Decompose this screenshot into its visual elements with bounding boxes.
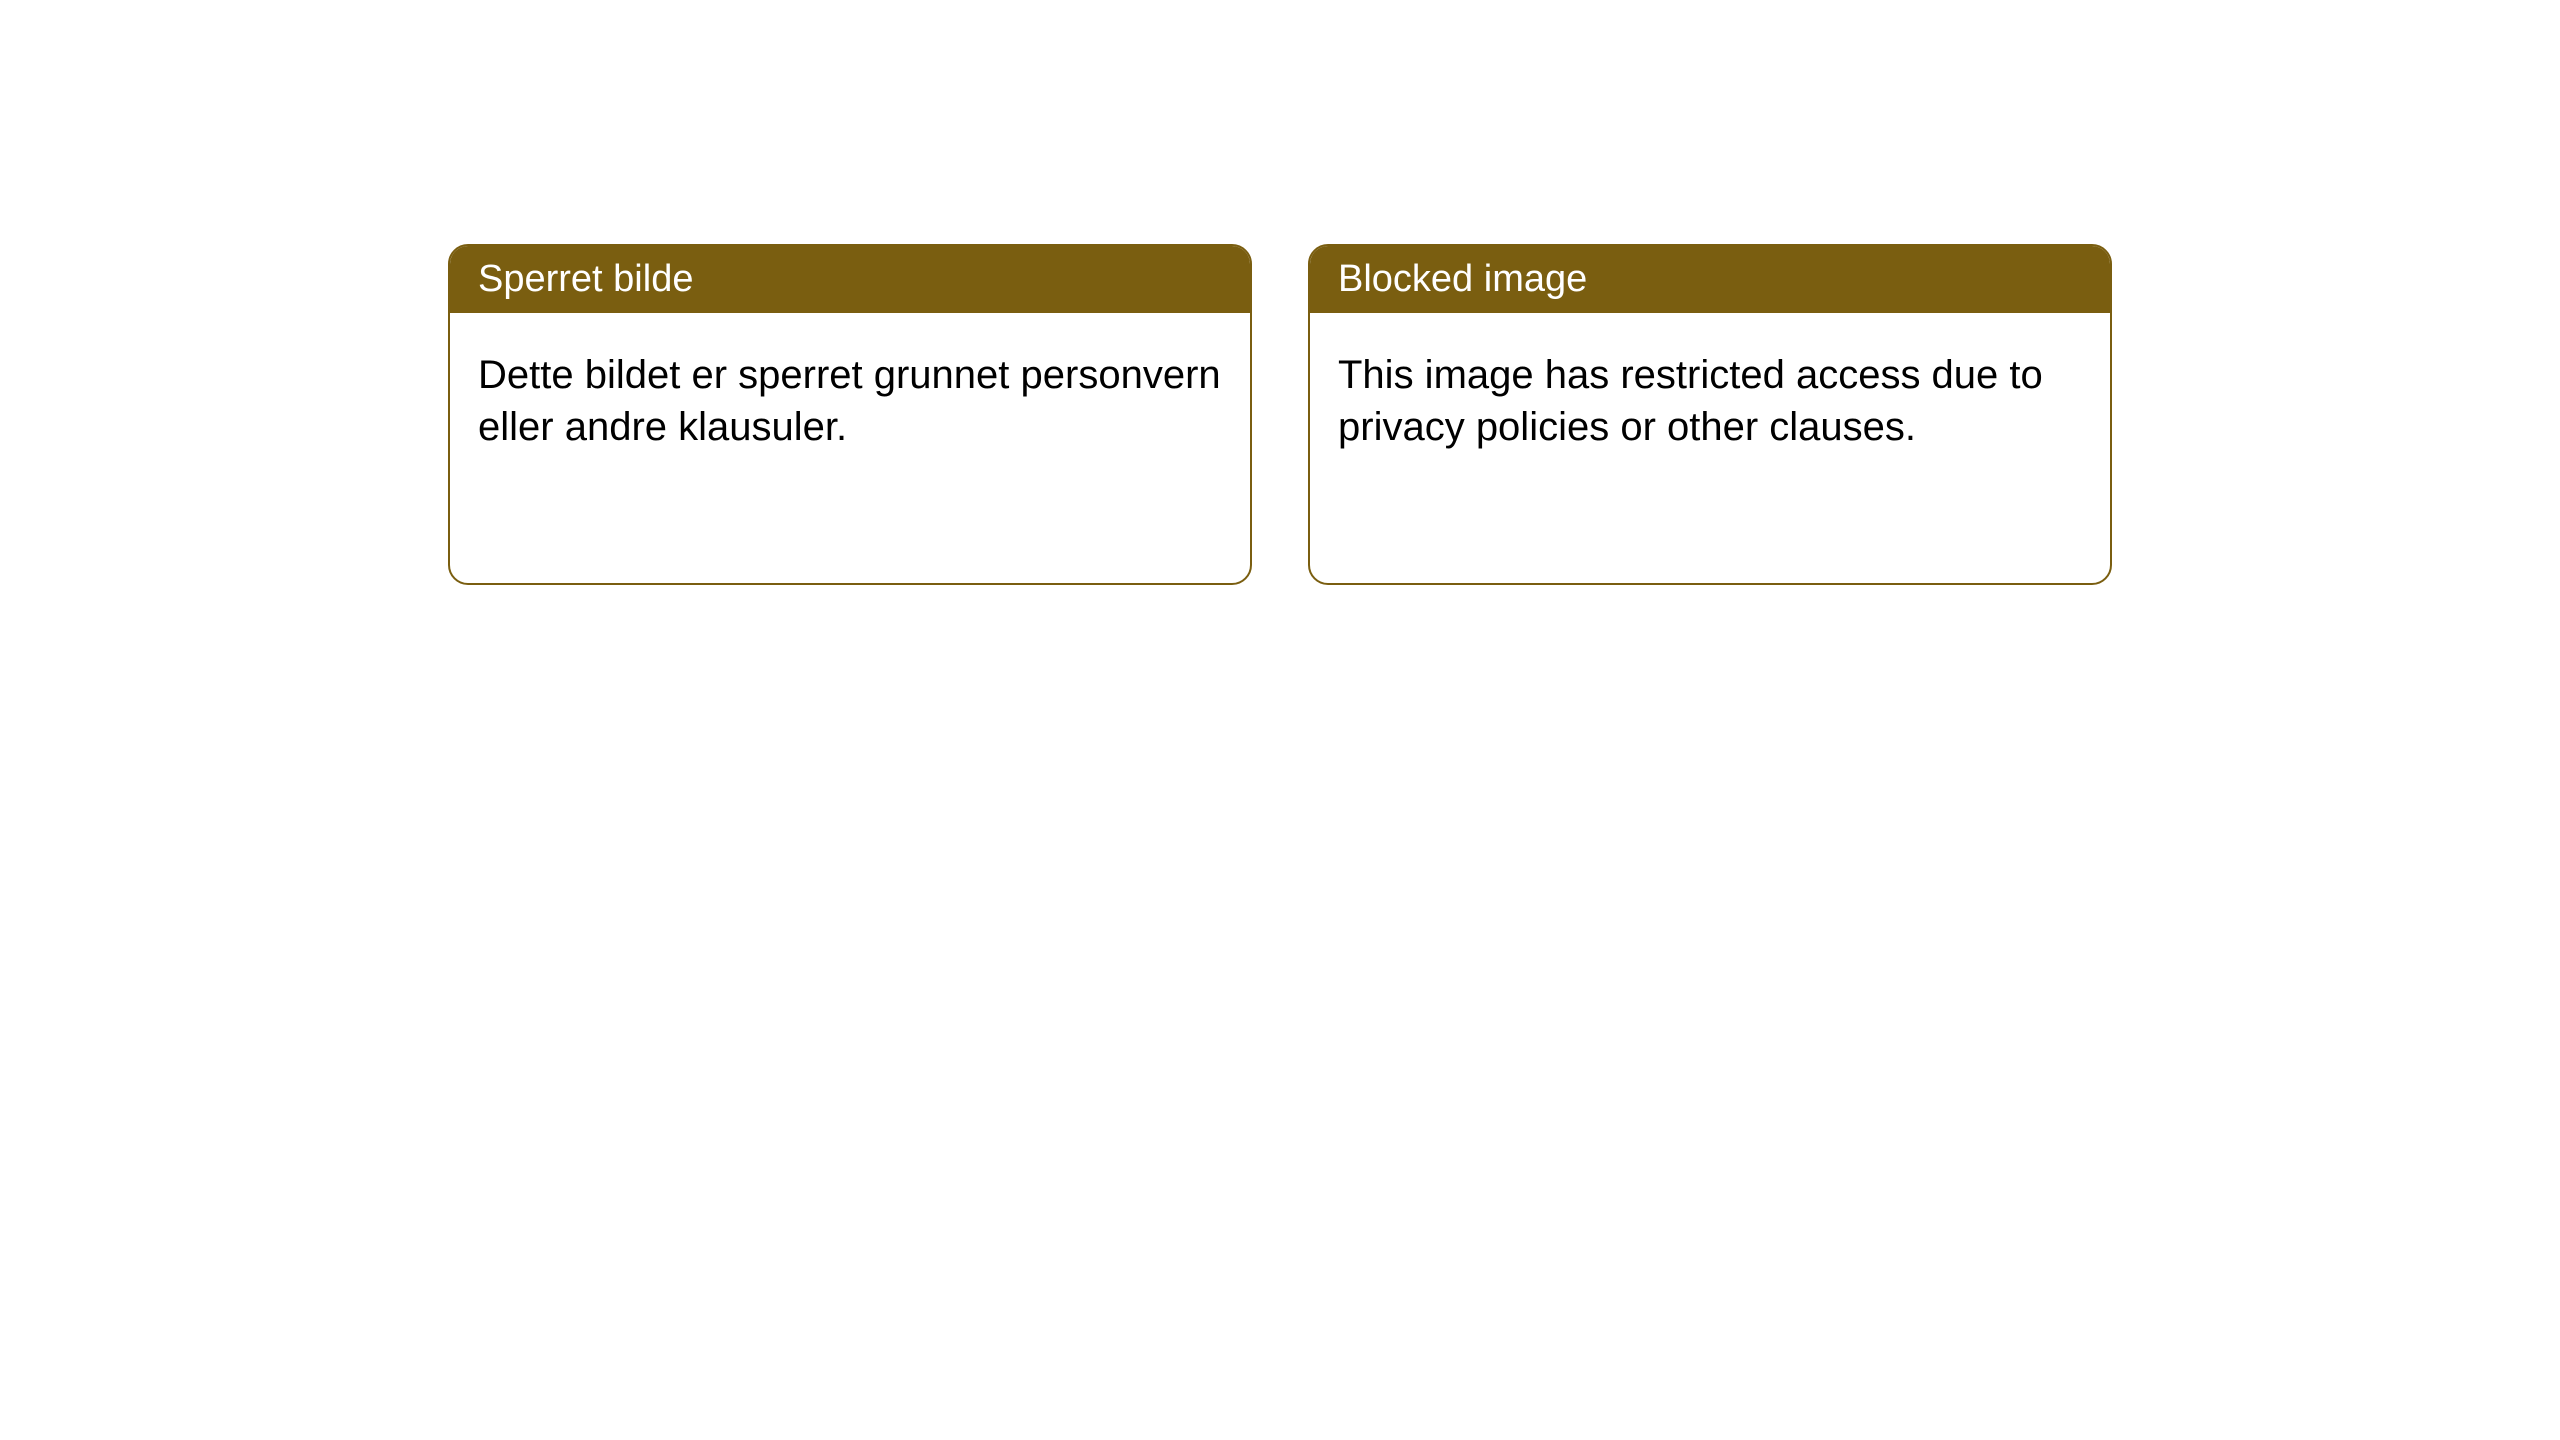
notice-header: Blocked image <box>1310 246 2110 313</box>
notice-card-norwegian: Sperret bilde Dette bildet er sperret gr… <box>448 244 1252 585</box>
notice-title: Blocked image <box>1338 258 1587 300</box>
notice-text: Dette bildet er sperret grunnet personve… <box>478 353 1221 449</box>
notice-header: Sperret bilde <box>450 246 1250 313</box>
notice-body: This image has restricted access due to … <box>1310 313 2110 583</box>
notice-container: Sperret bilde Dette bildet er sperret gr… <box>448 244 2112 585</box>
notice-title: Sperret bilde <box>478 258 693 300</box>
notice-body: Dette bildet er sperret grunnet personve… <box>450 313 1250 583</box>
notice-card-english: Blocked image This image has restricted … <box>1308 244 2112 585</box>
notice-text: This image has restricted access due to … <box>1338 353 2043 449</box>
